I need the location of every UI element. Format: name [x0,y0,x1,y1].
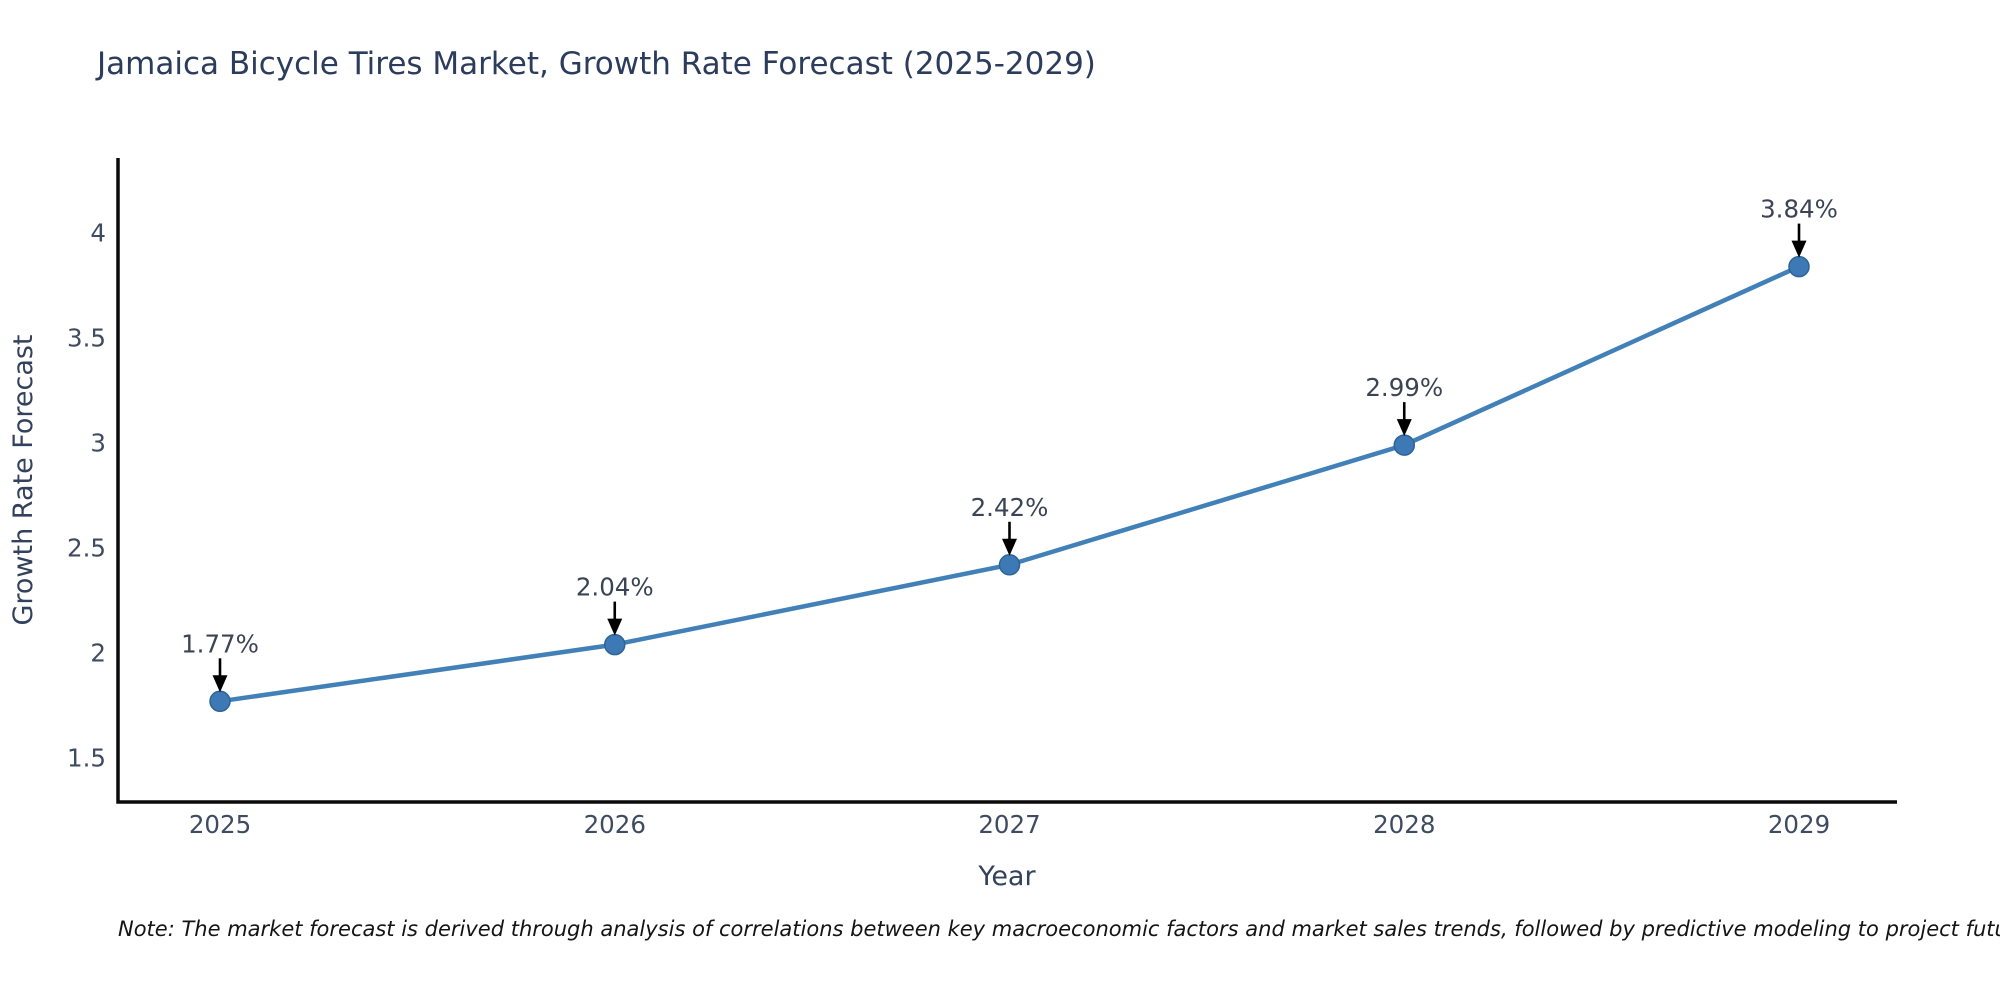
data-point-label: 2.42% [971,493,1049,522]
x-tick-label: 2028 [1373,810,1435,839]
annotation-arrowhead-icon [607,618,623,636]
annotation-arrowhead-icon [212,675,228,693]
data-point-marker [604,633,626,656]
y-tick-label: 1.5 [67,744,106,773]
data-point-marker [998,554,1021,576]
x-tick-label: 2027 [978,810,1040,839]
chart-title: Jamaica Bicycle Tires Market, Growth Rat… [97,46,1096,82]
data-point-marker [209,690,231,713]
y-tick-label: 2 [90,639,106,668]
x-tick-label: 2026 [584,810,646,839]
y-tick-label: 2.5 [67,534,106,563]
growth-rate-line [217,264,1802,704]
data-point-marker [1788,255,1810,278]
y-tick-label: 3 [90,429,106,458]
footnote: Note: The market forecast is derived thr… [118,917,2000,941]
series-line [217,264,1802,704]
axis-spines [116,158,1897,804]
x-axis-label: Year [977,861,1036,892]
y-tick-label: 4 [90,219,106,248]
x-axis-tick-labels: 2025 2026 2027 2028 2029 [189,810,1830,839]
data-point-annotations: 1.77% 2.04% 2.42% 2.99% 3.84% [181,195,1838,693]
annotation-arrowhead-icon [1791,240,1807,258]
annotation-arrowhead-icon [1002,538,1017,556]
y-axis-tick-labels: 4 3.5 3 2.5 2 1.5 [67,219,106,773]
data-point-marker [1393,434,1415,456]
annotation-arrowhead-icon [1396,419,1412,437]
data-point-label: 2.04% [576,573,654,602]
y-tick-label: 3.5 [67,324,106,353]
x-tick-label: 2025 [189,810,251,839]
data-point-markers [209,255,1810,713]
x-tick-label: 2029 [1768,810,1830,839]
data-point-label: 3.84% [1760,195,1838,224]
y-axis-label: Growth Rate Forecast [8,334,39,625]
data-point-label: 2.99% [1365,373,1443,402]
data-point-label: 1.77% [181,629,259,658]
